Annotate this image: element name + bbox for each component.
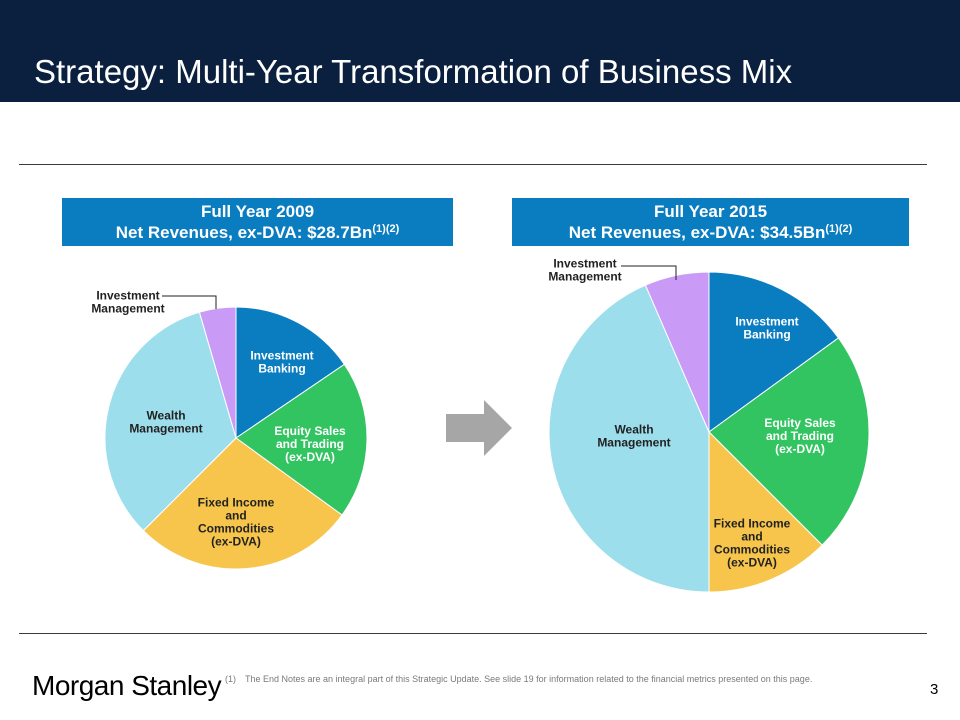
footnote-text: The End Notes are an integral part of th… <box>245 674 813 684</box>
footnote-number: (1) <box>225 674 236 684</box>
pie-slice-fixed-income-and-commodities-ex-dva-2015 <box>708 430 823 593</box>
bottom-divider <box>19 633 927 634</box>
top-divider <box>19 164 927 165</box>
slice-label-investment-management-2009: Investment Management <box>91 289 164 316</box>
chart-subtitle-2015-text: Net Revenues, ex-DVA: $34.5Bn <box>568 223 826 242</box>
callout-line-2015 <box>621 265 677 280</box>
header-band <box>0 0 960 102</box>
slice-label-wealth-management-2015: Wealth Management <box>597 423 670 450</box>
pie-slice-investment-banking-2009 <box>235 306 346 439</box>
slice-label-investment-management-2015: Investment Management <box>548 257 621 284</box>
slice-label-equity-sales-and-trading-ex-dva-2015: Equity Sales and Trading (ex-DVA) <box>764 416 836 456</box>
slice-label-fixed-income-and-commodities-ex-dva-2015: Fixed Income and Commodities (ex-DVA) <box>714 517 791 570</box>
slice-label-investment-banking-2015: Investment Banking <box>735 315 798 342</box>
pie-slice-fixed-income-and-commodities-ex-dva-2009 <box>142 437 343 570</box>
pie-slice-equity-sales-and-trading-ex-dva-2009 <box>235 363 368 516</box>
chart-header-2009: Full Year 2009 Net Revenues, ex-DVA: $28… <box>62 198 453 246</box>
chart-subtitle-2015: Net Revenues, ex-DVA: $34.5Bn(1)(2) <box>512 222 909 243</box>
slice-label-equity-sales-and-trading-ex-dva-2009: Equity Sales and Trading (ex-DVA) <box>274 424 346 464</box>
chart-subtitle-2009-text: Net Revenues, ex-DVA: $28.7Bn <box>115 223 373 242</box>
slice-label-investment-banking-2009: Investment Banking <box>250 349 313 376</box>
chart-header-2015: Full Year 2015 Net Revenues, ex-DVA: $34… <box>512 198 909 246</box>
footnote: (1) The End Notes are an integral part of… <box>225 674 812 684</box>
morgan-stanley-logo: Morgan Stanley <box>32 670 222 701</box>
pie-chart-2009: Investment Banking Equity Sales and Trading… <box>91 289 368 570</box>
pie-slice-equity-sales-and-trading-ex-dva-2015 <box>708 337 870 546</box>
page-number: 3 <box>930 681 939 698</box>
chart-subtitle-2009: Net Revenues, ex-DVA: $28.7Bn(1)(2) <box>62 222 453 243</box>
transition-arrow <box>444 398 514 458</box>
callout-line-2009 <box>162 295 217 309</box>
pie-slice-investment-management-2015 <box>644 271 710 433</box>
slice-label-fixed-income-and-commodities-ex-dva-2009: Fixed Income and Commodities (ex-DVA) <box>198 496 275 549</box>
page-title: Strategy: Multi-Year Transformation of B… <box>34 53 793 90</box>
pie-slice-investment-banking-2015 <box>708 271 840 433</box>
chart-title-2009: Full Year 2009 <box>200 202 315 221</box>
pie-slice-wealth-management-2009 <box>104 311 237 532</box>
pie-slice-wealth-management-2015 <box>548 284 710 593</box>
pie-chart-2015: Investment Banking Equity Sales and Trading… <box>548 257 870 593</box>
pie-slice-investment-management-2009 <box>198 306 237 439</box>
chart-subtitle-2015-sup: (1)(2) <box>825 223 853 235</box>
arrow-right-icon <box>446 400 512 456</box>
chart-subtitle-2009-sup: (1)(2) <box>372 223 400 235</box>
chart-title-2015: Full Year 2015 <box>653 202 768 221</box>
slice-label-wealth-management-2009: Wealth Management <box>129 409 202 436</box>
